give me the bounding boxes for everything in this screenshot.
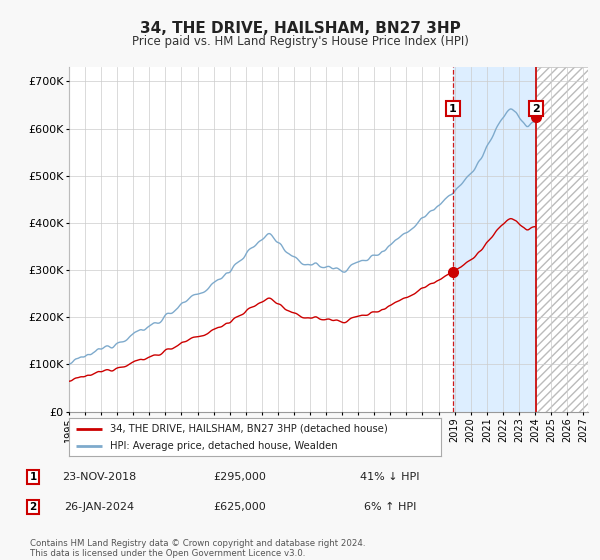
HPI: Average price, detached house, Wealden: (2.01e+03, 3.34e+05): Average price, detached house, Wealden: …: [286, 251, 293, 258]
Text: 26-JAN-2024: 26-JAN-2024: [64, 502, 134, 512]
HPI: Average price, detached house, Wealden: (2e+03, 2.76e+05): Average price, detached house, Wealden: …: [212, 278, 219, 285]
Text: 6% ↑ HPI: 6% ↑ HPI: [364, 502, 416, 512]
Text: 23-NOV-2018: 23-NOV-2018: [62, 472, 136, 482]
Line: 34, THE DRIVE, HAILSHAM, BN27 3HP (detached house): 34, THE DRIVE, HAILSHAM, BN27 3HP (detac…: [69, 218, 535, 381]
34, THE DRIVE, HAILSHAM, BN27 3HP (detached house): [532, 223, 539, 230]
Text: 1: 1: [29, 472, 37, 482]
Text: 34, THE DRIVE, HAILSHAM, BN27 3HP (detached house): 34, THE DRIVE, HAILSHAM, BN27 3HP (detac…: [110, 423, 388, 433]
HPI: Average price, detached house, Wealden: (2.01e+03, 3.15e+05): Average price, detached house, Wealden: …: [233, 260, 241, 267]
Bar: [453, 67, 536, 412]
Text: £295,000: £295,000: [214, 472, 266, 482]
34, THE DRIVE, HAILSHAM, BN27 3HP (detached house): [507, 215, 514, 222]
Text: 34, THE DRIVE, HAILSHAM, BN27 3HP: 34, THE DRIVE, HAILSHAM, BN27 3HP: [140, 21, 460, 36]
HPI: Average price, detached house, Wealden: (2.02e+03, 6.42e+05): Average price, detached house, Wealden: …: [507, 105, 514, 112]
HPI: Average price, detached house, Wealden: (2.02e+03, 6.15e+05): Average price, detached house, Wealden: …: [532, 118, 539, 125]
Line: HPI: Average price, detached house, Wealden: HPI: Average price, detached house, Weal…: [69, 109, 535, 364]
34, THE DRIVE, HAILSHAM, BN27 3HP (detached house): [233, 314, 241, 320]
Bar: [536, 67, 591, 412]
Bar: [536, 67, 591, 412]
34, THE DRIVE, HAILSHAM, BN27 3HP (detached house): [65, 378, 73, 385]
HPI: Average price, detached house, Wealden: (2e+03, 2.48e+05): Average price, detached house, Wealden: …: [191, 291, 199, 298]
Text: 2: 2: [532, 104, 540, 114]
34, THE DRIVE, HAILSHAM, BN27 3HP (detached house): [286, 308, 293, 315]
Text: £625,000: £625,000: [214, 502, 266, 512]
Text: Price paid vs. HM Land Registry's House Price Index (HPI): Price paid vs. HM Land Registry's House …: [131, 35, 469, 48]
Text: Contains HM Land Registry data © Crown copyright and database right 2024.
This d: Contains HM Land Registry data © Crown c…: [30, 539, 365, 558]
Text: 1: 1: [449, 104, 457, 114]
Text: HPI: Average price, detached house, Wealden: HPI: Average price, detached house, Weal…: [110, 441, 338, 451]
HPI: Average price, detached house, Wealden: (2.01e+03, 3.4e+05): Average price, detached house, Wealden: …: [380, 248, 387, 255]
34, THE DRIVE, HAILSHAM, BN27 3HP (detached house): [380, 306, 387, 312]
34, THE DRIVE, HAILSHAM, BN27 3HP (detached house): [315, 315, 322, 322]
HPI: Average price, detached house, Wealden: (2e+03, 1.01e+05): Average price, detached house, Wealden: …: [65, 361, 73, 367]
34, THE DRIVE, HAILSHAM, BN27 3HP (detached house): [212, 325, 219, 332]
HPI: Average price, detached house, Wealden: (2.01e+03, 3.1e+05): Average price, detached house, Wealden: …: [315, 262, 322, 269]
Text: 2: 2: [29, 502, 37, 512]
Text: 41% ↓ HPI: 41% ↓ HPI: [360, 472, 420, 482]
34, THE DRIVE, HAILSHAM, BN27 3HP (detached house): [191, 334, 199, 340]
